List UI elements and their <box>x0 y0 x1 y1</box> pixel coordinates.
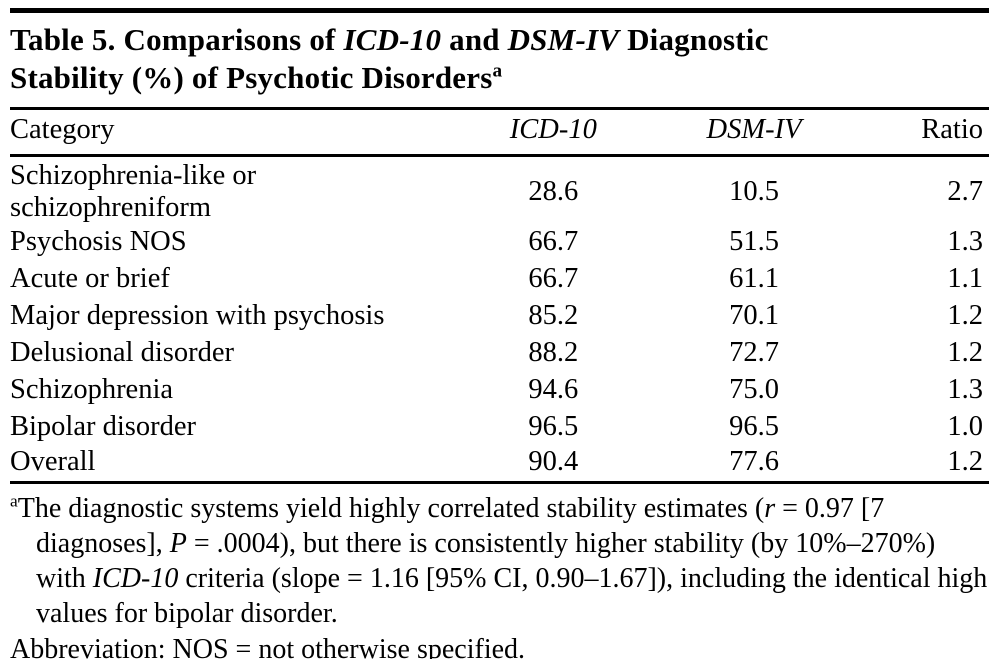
table-row: Major depression with psychosis 85.2 70.… <box>10 298 989 335</box>
table-row: Schizophrenia-like or schizophreniform 2… <box>10 155 989 224</box>
cell-ratio: 1.2 <box>947 300 983 332</box>
cell-icd10: 66.7 <box>528 226 579 258</box>
table-row: Bipolar disorder 96.5 96.5 1.0 <box>10 409 989 446</box>
footnote-p-symbol: P <box>169 528 187 560</box>
cell-ratio: 2.7 <box>947 175 983 207</box>
cell-category: Psychosis NOS <box>10 226 187 258</box>
cell-ratio: 1.2 <box>861 445 989 485</box>
footnote-text-1: The diagnostic systems yield highly corr… <box>17 493 765 525</box>
header-row: Category ICD-10 DSM-IV Ratio <box>10 109 989 157</box>
cell-dsm4: 77.6 <box>646 445 862 485</box>
footnote-a: aThe diagnostic systems yield highly cor… <box>10 491 989 631</box>
abbreviation-note: Abbreviation: NOS = not otherwise specif… <box>10 634 526 659</box>
cell-ratio: 1.0 <box>947 411 983 443</box>
column-header-icd10: ICD-10 <box>460 109 647 157</box>
cell-dsm4: 51.5 <box>729 226 779 258</box>
cell-ratio: 1.1 <box>947 263 983 295</box>
cell-category: Acute or brief <box>10 263 170 295</box>
title-footnote-marker: a <box>492 60 503 82</box>
cell-icd10: 96.5 <box>528 411 579 443</box>
footnote-text-3: = .0004), but there is consistently high… <box>36 528 936 595</box>
cell-icd10: 85.2 <box>528 300 579 332</box>
cell-dsm4: 72.7 <box>729 337 779 369</box>
title-icd10-label: ICD-10 <box>343 22 442 57</box>
cell-category: Schizophrenia <box>10 374 174 406</box>
title-text-2: and <box>441 22 508 57</box>
table-row: Delusional disorder 88.2 72.7 1.2 <box>10 335 989 372</box>
table-row: Acute or brief 66.7 61.1 1.1 <box>10 261 989 298</box>
title-dsm4-label: DSM-IV <box>507 22 620 57</box>
cell-dsm4: 61.1 <box>729 263 779 295</box>
stability-table: Category ICD-10 DSM-IV Ratio Schizophren… <box>10 109 989 485</box>
cell-ratio: 1.3 <box>947 374 983 406</box>
column-header-category: Category <box>10 109 461 157</box>
cell-dsm4: 96.5 <box>729 411 779 443</box>
cell-dsm4: 10.5 <box>729 175 779 207</box>
cell-category: Bipolar disorder <box>10 411 197 443</box>
title-text-4: Stability (%) of Psychotic Disorders <box>10 59 493 95</box>
cell-icd10: 88.2 <box>528 337 579 369</box>
title-text-1: Table 5. Comparisons of <box>10 22 344 57</box>
table-row: Schizophrenia 94.6 75.0 1.3 <box>10 372 989 409</box>
footnote-marker: a <box>10 491 18 511</box>
table-row: Psychosis NOS 66.7 51.5 1.3 <box>10 224 989 261</box>
table-row: Overall 90.4 77.6 1.2 <box>10 445 989 485</box>
cell-dsm4: 70.1 <box>729 300 779 332</box>
footnote-r-symbol: r <box>764 493 776 525</box>
cell-icd10: 90.4 <box>460 445 647 485</box>
cell-category: Overall <box>10 445 461 485</box>
column-header-dsm4: DSM-IV <box>646 109 862 157</box>
cell-icd10: 28.6 <box>528 175 579 207</box>
title-text-3: Diagnostic <box>619 22 769 57</box>
cell-ratio: 1.2 <box>947 337 983 369</box>
footnote-icd10-label: ICD-10 <box>92 563 179 595</box>
cell-category: Major depression with psychosis <box>10 300 385 332</box>
footnote-text-4: criteria (slope = 1.16 [95% CI, 0.90–1.6… <box>36 563 988 630</box>
column-header-ratio: Ratio <box>861 109 989 157</box>
cell-icd10: 94.6 <box>528 374 579 406</box>
title-divider-rule <box>10 106 989 110</box>
cell-category: Delusional disorder <box>10 337 234 369</box>
table-title: Table 5. Comparisons of ICD-10 and DSM-I… <box>10 21 989 97</box>
cell-icd10: 66.7 <box>528 263 579 295</box>
top-rule <box>10 8 989 13</box>
cell-dsm4: 75.0 <box>729 374 779 406</box>
footnote-text-2: = 0.97 [7 diagnoses], <box>36 493 885 560</box>
cell-category: Schizophrenia-like or schizophreniform <box>10 159 257 223</box>
cell-ratio: 1.3 <box>947 226 983 258</box>
